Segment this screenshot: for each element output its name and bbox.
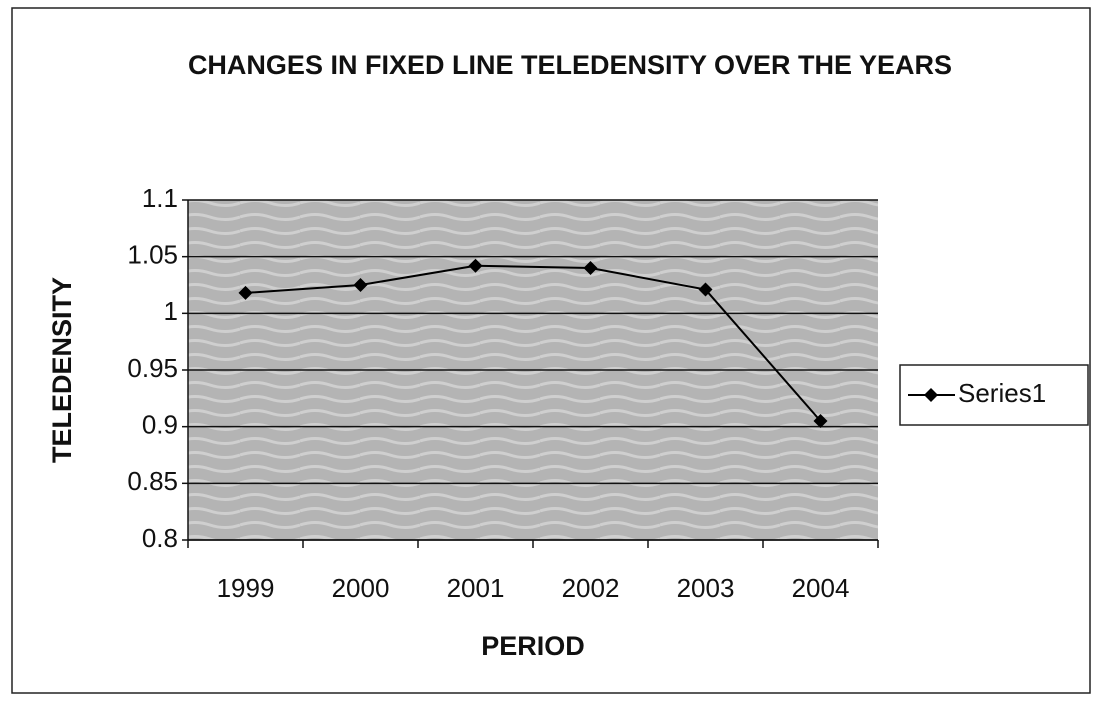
- marker: [583, 261, 598, 275]
- x-tick-label: 2003: [677, 573, 735, 603]
- y-tick-label: 0.8: [142, 523, 178, 553]
- marker: [238, 285, 253, 300]
- x-tick-label: 2001: [447, 573, 505, 603]
- marker: [698, 282, 713, 297]
- y-tick-label: 1.05: [127, 240, 178, 270]
- chart-title: CHANGES IN FIXED LINE TELEDENSITY OVER T…: [187, 50, 953, 80]
- y-tick-label: 0.85: [127, 466, 178, 496]
- y-tick-label: 1.1: [142, 183, 178, 213]
- series-line: [245, 264, 822, 422]
- marker: [813, 414, 828, 428]
- x-tick-label: 2002: [562, 573, 620, 603]
- y-tick-label: 0.95: [127, 353, 178, 383]
- x-axis-title: PERIOD: [481, 631, 585, 661]
- legend-marker: [924, 388, 938, 402]
- x-tick-label: 1999: [217, 573, 275, 603]
- y-tick-label: 1: [164, 296, 178, 326]
- legend-label: Series1: [958, 378, 1046, 408]
- y-axis-title: TELEDENSITY: [47, 277, 77, 463]
- x-tick-label: 2000: [332, 573, 390, 603]
- marker: [468, 258, 483, 273]
- x-tick-label: 2004: [792, 573, 850, 603]
- y-tick-label: 0.9: [142, 410, 178, 440]
- marker: [353, 278, 368, 292]
